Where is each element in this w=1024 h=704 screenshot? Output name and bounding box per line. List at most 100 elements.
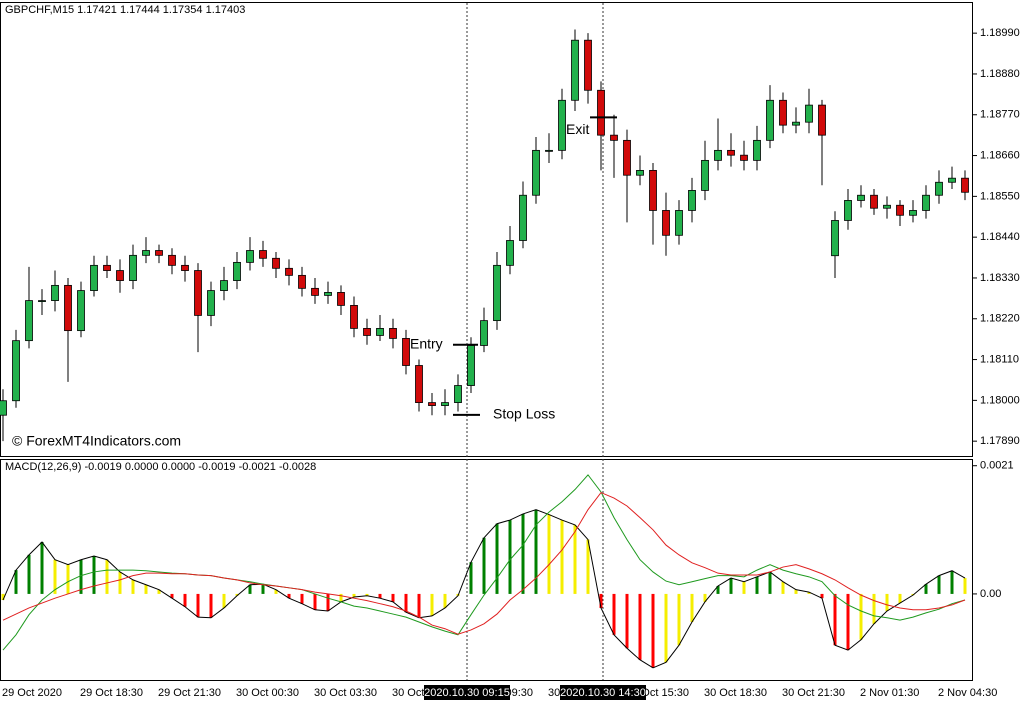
y-tick-label: 0.0021	[980, 460, 1014, 472]
y-tick-label: 1.18000	[980, 394, 1020, 406]
candle-body	[168, 254, 176, 266]
candle-body	[506, 240, 514, 266]
candle-body	[844, 200, 852, 221]
candle-body	[285, 267, 293, 276]
histogram-bar	[716, 585, 720, 594]
line-series	[2, 491, 966, 635]
histogram-bar	[573, 524, 577, 594]
candle-body	[675, 210, 683, 236]
candle-body	[90, 264, 98, 291]
histogram-bar	[781, 581, 785, 594]
histogram-bar	[638, 593, 642, 660]
x-tick-label: 30 Oct 03:30	[314, 687, 377, 699]
annotation-label: Exit	[566, 121, 589, 137]
candle-body	[129, 254, 137, 281]
candle-body	[896, 204, 904, 216]
x-tick-label: 30 Oct 00:30	[236, 687, 299, 699]
histogram-bar	[274, 589, 278, 594]
plot-layer: 1.17890 1.18000 1.18110 1.18220 1.18330 1.184…	[0, 27, 1020, 700]
histogram-bar	[66, 564, 70, 594]
histogram-bar	[664, 593, 668, 663]
candle-body	[545, 149, 553, 152]
candle-body	[948, 177, 956, 183]
histogram-bar	[508, 520, 512, 594]
histogram-bar	[170, 593, 174, 599]
candle-body	[610, 134, 618, 141]
candle-body	[740, 154, 748, 161]
candle-body	[376, 328, 384, 336]
candle-body	[415, 365, 423, 403]
crosshair-label: 2020.10.30 14:30	[560, 687, 646, 699]
candle-body	[25, 300, 33, 342]
chart-title: MACD(12,26,9) -0.0019 0.0000 0.0000 -0.0…	[5, 461, 316, 473]
y-tick-label: 1.18330	[980, 272, 1020, 284]
y-tick-label: 1.17890	[980, 435, 1020, 447]
candle-body	[766, 99, 774, 141]
candle-body	[324, 292, 332, 296]
histogram-bar	[547, 514, 551, 594]
histogram-bar	[287, 593, 291, 599]
candle-body	[428, 402, 436, 406]
candle-body	[636, 169, 644, 176]
x-tick-label: 29 Oct 18:30	[80, 687, 143, 699]
x-tick-label: 30 Oct 18:30	[704, 687, 767, 699]
price-panel	[0, 2, 973, 457]
candle-body	[753, 139, 761, 161]
y-tick-label: 1.18660	[980, 149, 1020, 161]
histogram-bar	[391, 593, 395, 602]
histogram-bar	[222, 593, 226, 608]
histogram-bar	[209, 593, 213, 618]
candle-body	[532, 149, 540, 196]
histogram-bar	[612, 593, 616, 635]
candle-body	[961, 177, 969, 193]
y-tick-label: 1.18880	[980, 68, 1020, 80]
candle-body	[662, 210, 670, 236]
candle-body	[779, 99, 787, 126]
candle-body	[597, 89, 605, 136]
watermark: © ForexMT4Indicators.com	[12, 433, 181, 449]
crosshair-box	[424, 685, 510, 700]
histogram-bar	[963, 578, 967, 594]
histogram-bar	[196, 593, 200, 618]
candle-body	[194, 270, 202, 316]
histogram-bar	[885, 593, 889, 612]
candle-body	[103, 264, 111, 271]
y-tick-label: 1.18220	[980, 313, 1020, 325]
histogram-bar	[417, 593, 421, 618]
candle-body	[688, 190, 696, 211]
candle-body	[883, 204, 891, 209]
x-tick-label: 2 Nov 01:30	[860, 687, 919, 699]
x-tick-label: 29 Oct 21:30	[158, 687, 221, 699]
y-tick-label: 1.18440	[980, 231, 1020, 243]
histogram-bar	[755, 576, 759, 594]
x-tick-label: 30 Oct 21:30	[782, 687, 845, 699]
histogram-bar	[469, 562, 473, 594]
histogram-bar	[482, 537, 486, 594]
histogram-bar	[833, 593, 837, 646]
candle-body	[935, 181, 943, 196]
histogram-bar	[729, 578, 733, 594]
histogram-bar	[131, 579, 135, 594]
candle-body	[402, 338, 410, 366]
candle-body	[51, 284, 59, 301]
annotation-label: Entry	[410, 335, 443, 351]
candle-body	[311, 287, 319, 296]
histogram-bar	[105, 559, 109, 594]
y-tick-label: 1.18990	[980, 27, 1020, 39]
y-tick-label: 1.18770	[980, 109, 1020, 121]
candle-body	[350, 305, 358, 329]
histogram-bar	[690, 593, 694, 623]
histogram-bar	[742, 581, 746, 594]
candle-body	[870, 194, 878, 209]
histogram-bar	[261, 584, 265, 594]
candle-body	[337, 292, 345, 306]
histogram-bar	[79, 559, 83, 594]
histogram-bar	[378, 593, 382, 599]
histogram-bar	[443, 593, 447, 608]
candle-body	[558, 99, 566, 151]
candle-body	[246, 250, 254, 263]
histogram-bar	[534, 509, 538, 594]
histogram-bar	[300, 593, 304, 604]
